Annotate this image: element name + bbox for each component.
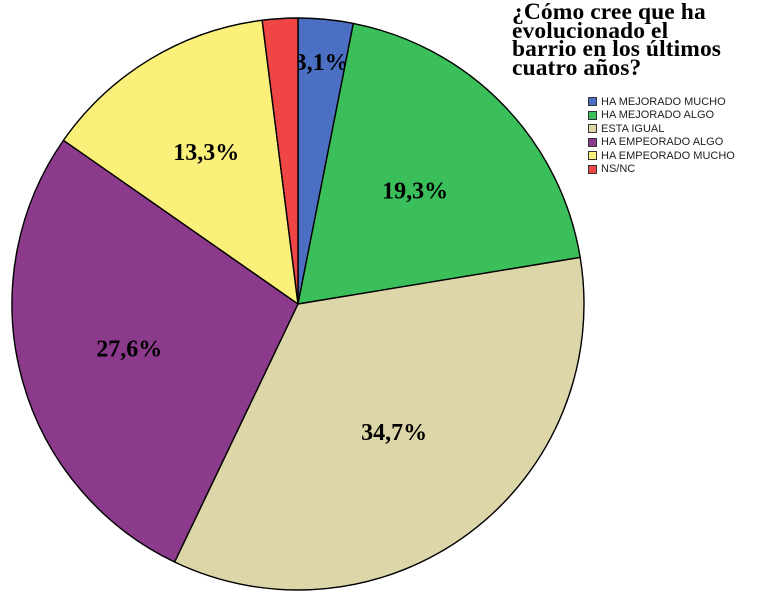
pie-slice <box>62 19 299 305</box>
slice-data-label: 19,3% <box>382 179 448 205</box>
legend-swatch <box>588 97 597 107</box>
slice-data-label: 34,7% <box>361 420 427 446</box>
legend-label: ESTA IGUAL <box>601 122 665 135</box>
pie-slice <box>261 17 299 305</box>
chart-title: ¿Cómo cree que ha evolucionado el barrio… <box>512 0 774 81</box>
legend-swatch <box>588 124 597 134</box>
chart-title-line: barrio en los últimos <box>512 36 722 62</box>
legend-swatch <box>588 151 597 161</box>
legend-label: HA MEJORADO MUCHO <box>601 95 726 108</box>
legend-label: NS/NC <box>601 163 636 176</box>
legend-item: HA EMPEORADO MUCHO <box>588 149 735 163</box>
legend-item: ESTA IGUAL <box>588 122 735 136</box>
legend-item: NS/NC <box>588 163 735 177</box>
pie-slice <box>173 256 585 591</box>
chart-legend: HA MEJORADO MUCHO HA MEJORADO ALGO ESTA … <box>588 95 735 176</box>
legend-swatch <box>588 110 597 120</box>
pie-slice <box>297 22 581 305</box>
slice-data-label: 27,6% <box>96 336 162 362</box>
pie-slice <box>11 139 299 563</box>
slice-data-label: 3,1% <box>295 50 349 76</box>
chart-title-line: evolucionado el <box>512 17 669 44</box>
legend-swatch <box>588 164 597 174</box>
legend-item: HA EMPEORADO ALGO <box>588 136 735 150</box>
legend-item: HA MEJORADO ALGO <box>588 109 735 123</box>
legend-item: HA MEJORADO MUCHO <box>588 95 735 109</box>
slice-data-label: 13,3% <box>173 140 239 166</box>
legend-label: HA MEJORADO ALGO <box>601 109 715 122</box>
chart-title-line: cuatro años? <box>512 54 642 81</box>
legend-swatch <box>588 137 597 147</box>
legend-label: HA EMPEORADO ALGO <box>601 136 724 149</box>
chart-title-line: ¿Cómo cree que ha <box>512 0 706 25</box>
legend-label: HA EMPEORADO MUCHO <box>601 149 735 162</box>
